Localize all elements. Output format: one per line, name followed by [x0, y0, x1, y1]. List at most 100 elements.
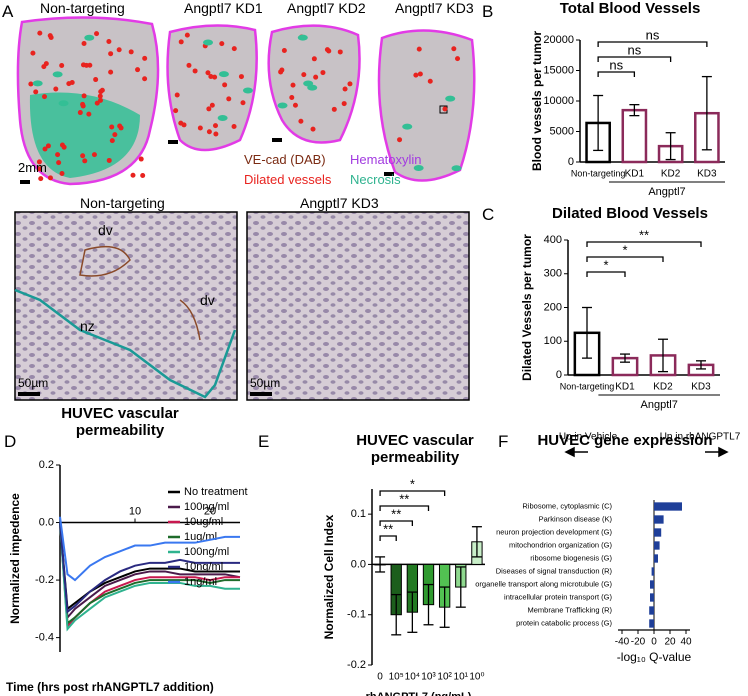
y-axis-label: Blood vessels per tumor	[530, 31, 544, 171]
vessel-dot	[209, 102, 215, 108]
vessel-dot	[281, 47, 287, 53]
vessel-dot	[292, 102, 298, 108]
tumor-outline	[166, 24, 258, 152]
annotation: Up in rhANGPTL7	[660, 432, 741, 443]
x-tick-label: 20	[204, 505, 216, 517]
bar	[654, 554, 658, 563]
vessel-dot	[337, 49, 343, 55]
legend-label: 10ug/ml	[184, 516, 223, 528]
significance-label: **	[383, 521, 393, 536]
y-axis-label: Dilated Vessels per tumor	[520, 234, 534, 381]
significance-bracket	[586, 271, 626, 277]
bar	[654, 541, 660, 550]
legend-label: VE-cad (DAB)	[244, 152, 326, 167]
y-tick-label: 0.0	[39, 516, 54, 528]
vessel-dot	[99, 87, 105, 93]
micrograph-annotation: dv	[98, 222, 113, 238]
vessel-dot	[97, 93, 103, 99]
panel-label: F	[498, 432, 509, 451]
bar	[650, 580, 654, 589]
significance-bracket	[586, 241, 702, 247]
line-series	[59, 516, 240, 582]
y-tick-label: intracellular protein transport (G)	[504, 592, 612, 601]
tumor-label: Non-targeting	[40, 0, 125, 16]
y-tick-label: 400	[544, 234, 562, 246]
panel-label: E	[258, 432, 270, 451]
vessel-dot	[186, 62, 192, 68]
vessel-dot	[427, 78, 433, 84]
tumor-outline	[267, 24, 361, 144]
y-tick-label: 15000	[543, 64, 574, 76]
annotation: Up in Vehicle	[559, 432, 618, 443]
vessel-dot	[278, 69, 284, 75]
significance-label: ns	[628, 42, 642, 57]
vessel-dot	[135, 67, 141, 73]
vessel-dot	[311, 56, 317, 62]
vessel-dot	[37, 166, 43, 172]
x-tick-label: Non-targeting	[571, 168, 626, 178]
vessel-dot	[231, 46, 237, 52]
chart-title: Dilated Blood Vessels	[552, 205, 708, 222]
y-tick-label: 0.2	[39, 459, 54, 471]
vessel-dot	[83, 62, 89, 68]
legend-label: 10ng/ml	[184, 561, 223, 573]
necrosis	[58, 100, 69, 107]
vessel-dot	[59, 170, 65, 176]
y-tick-label: ribosome biogenesis (G)	[530, 553, 612, 562]
y-tick-label: 0.0	[351, 558, 366, 570]
x-tick-label: 10⁵	[389, 672, 404, 683]
vessel-dot	[56, 160, 62, 166]
line-series	[59, 522, 240, 611]
bar	[621, 108, 648, 164]
panel-label: B	[482, 2, 494, 21]
vessel-dot	[313, 74, 319, 80]
x-axis-label: rhANGPTL7 (ng/mL)	[366, 691, 472, 696]
bar	[654, 515, 664, 524]
y-tick-label: protein catabolic process (G)	[516, 618, 612, 627]
y-tick-label: 20000	[543, 34, 574, 46]
vessel-dot	[197, 125, 203, 131]
vessel-dot	[301, 72, 307, 78]
significance-bracket	[379, 520, 414, 526]
vessel-dot	[174, 92, 180, 98]
bar	[651, 567, 654, 576]
legend-label: 100ng/ml	[184, 546, 229, 558]
x-tick-label: 10	[129, 505, 141, 517]
necrosis	[277, 102, 288, 109]
necrosis	[445, 95, 456, 102]
panel-label: A	[2, 2, 14, 21]
significance-label: **	[391, 506, 401, 521]
significance-label: ns	[609, 57, 623, 72]
vessel-dot	[109, 124, 115, 130]
vessel-dot	[347, 81, 353, 87]
y-tick-label: 0	[568, 156, 574, 168]
vessel-dot	[290, 82, 296, 88]
y-axis-label: Normalized impedence	[8, 493, 22, 624]
vessel-dot	[108, 51, 114, 57]
vessel-dot	[192, 68, 198, 74]
vessel-dot	[86, 111, 92, 117]
scale-label: 2mm	[18, 160, 47, 175]
x-tick-label: 10⁴	[405, 672, 420, 683]
y-tick-label: -0.1	[347, 609, 366, 621]
legend-label: Hematoxylin	[350, 152, 422, 167]
x-tick-label: KD1	[615, 382, 635, 393]
significance-bracket	[379, 505, 430, 511]
scale-bar	[272, 138, 282, 142]
necrosis	[203, 39, 214, 46]
vessel-dot	[108, 69, 114, 75]
y-tick-label: 0.1	[351, 508, 366, 520]
panel-label: C	[482, 205, 495, 224]
vessel-dot	[28, 81, 34, 87]
vessel-dot	[37, 30, 43, 36]
significance-label: *	[622, 242, 627, 257]
y-tick-label: 100	[544, 335, 562, 347]
vessel	[179, 299, 201, 341]
vessel-dot	[213, 131, 219, 137]
vessel-dot	[226, 96, 232, 102]
vessel-dot	[455, 56, 461, 62]
x-axis-label: Time (hrs post rhANGPTL7 addition)	[6, 680, 214, 694]
vessel-dot	[112, 132, 118, 138]
scale-bar	[384, 172, 394, 176]
